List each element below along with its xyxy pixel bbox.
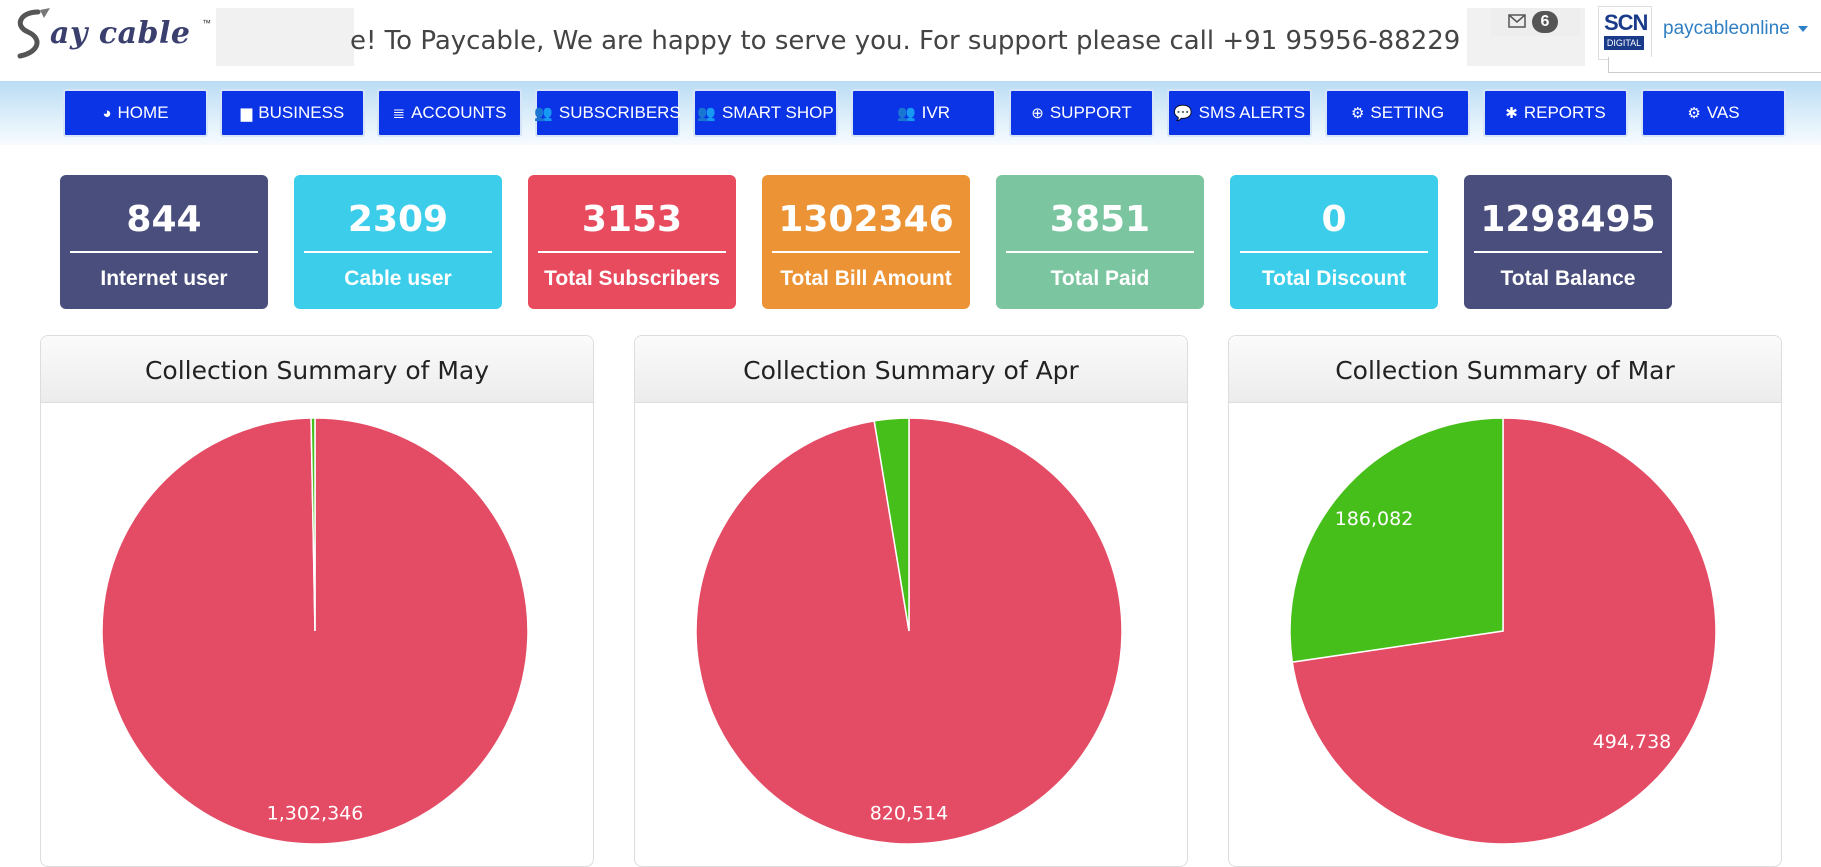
stat-label: Total Paid: [1050, 267, 1150, 290]
nav-reports[interactable]: ✱ REPORTS: [1483, 89, 1628, 137]
brand-logo-bottom: DIGITAL: [1604, 36, 1644, 50]
stat-value: 1298495: [1480, 199, 1656, 240]
pie-slice[interactable]: [873, 417, 910, 632]
nav-business[interactable]: ▆ BUSINESS: [220, 89, 365, 137]
stat-value: 844: [126, 199, 202, 240]
envelope-icon: [1508, 14, 1526, 28]
stat-divider: [1240, 251, 1428, 253]
stat-divider: [70, 251, 258, 253]
pie-slice[interactable]: [1289, 417, 1504, 663]
stat-divider: [772, 251, 960, 253]
pie-chart-may: 1,302,346: [101, 417, 529, 845]
stat-divider: [304, 251, 492, 253]
stat-internet-user[interactable]: 844 Internet user: [60, 175, 268, 309]
stat-divider: [1474, 251, 1662, 253]
stat-divider: [1006, 251, 1194, 253]
nav-vas[interactable]: ⚙ VAS: [1641, 89, 1786, 137]
collection-panel-mar: Collection Summary of Mar 494,738 186,082: [1228, 335, 1782, 867]
nav-subscribers[interactable]: 👥 SUBSCRIBERS: [534, 89, 681, 137]
caret-down-icon: [1797, 25, 1808, 32]
main-nav: ◕ HOME ▆ BUSINESS ≣ ACCOUNTS 👥 SUBSCRIBERS 👥…: [0, 81, 1821, 145]
pie-data-label: 1,302,346: [267, 803, 364, 825]
nav-label: SETTING: [1370, 103, 1445, 122]
stat-label: Total Bill Amount: [780, 267, 952, 290]
brand-logo: SCN DIGITAL: [1598, 6, 1652, 60]
user-menu[interactable]: paycableonline: [1663, 18, 1808, 40]
nav-label: HOME: [117, 103, 169, 122]
stat-label: Total Balance: [1500, 267, 1636, 290]
collection-panel-may: Collection Summary of May 1,302,346: [40, 335, 594, 867]
stat-label: Total Discount: [1261, 267, 1407, 290]
stat-value: 1302346: [778, 199, 954, 240]
nav-label: SUBSCRIBERS: [558, 103, 681, 122]
stat-value: 3851: [1049, 199, 1151, 240]
stat-label: Total Subscribers: [544, 267, 720, 290]
stat-divider: [538, 251, 726, 253]
pie-data-label: 186,082: [1335, 508, 1414, 530]
panel-title: Collection Summary of Apr: [635, 336, 1187, 403]
pie-slice[interactable]: [310, 417, 316, 632]
nav-label: SUPPORT: [1049, 103, 1132, 122]
stat-total-balance[interactable]: 1298495 Total Balance: [1464, 175, 1672, 309]
pie-data-label: 494,738: [1593, 731, 1672, 753]
message-count-badge: 6: [1532, 11, 1558, 33]
nav-home[interactable]: ◕ HOME: [63, 89, 208, 137]
nav-label: VAS: [1706, 103, 1740, 122]
logo-swirl-icon: [17, 8, 50, 59]
stat-total-discount[interactable]: 0 Total Discount: [1230, 175, 1438, 309]
top-header: ay cable ™ e! To Paycable, We are happy …: [0, 0, 1821, 81]
stat-cable-user[interactable]: 2309 Cable user: [294, 175, 502, 309]
collection-panel-apr: Collection Summary of Apr 820,514: [634, 335, 1188, 867]
pie-chart-apr: 820,514: [695, 417, 1123, 845]
brand-logo-top: SCN: [1604, 10, 1648, 35]
welcome-marquee: e! To Paycable, We are happy to serve yo…: [350, 26, 1468, 56]
gear-icon: ⚙: [1687, 105, 1701, 122]
nav-accounts[interactable]: ≣ ACCOUNTS: [377, 89, 522, 137]
users-icon: 👥: [534, 105, 553, 122]
stat-total-paid[interactable]: 3851 Total Paid: [996, 175, 1204, 309]
user-dropdown-edge: [1608, 57, 1821, 73]
nav-smart-shop[interactable]: 👥 SMART SHOP: [693, 89, 838, 137]
briefcase-icon: ▆: [240, 105, 253, 122]
nav-setting[interactable]: ⚙ SETTING: [1325, 89, 1470, 137]
logo-text: ay cable: [50, 16, 191, 51]
gear-icon: ⚙: [1350, 105, 1365, 122]
nav-support[interactable]: ⊕ SUPPORT: [1009, 89, 1154, 137]
stat-total-bill-amount[interactable]: 1302346 Total Bill Amount: [762, 175, 970, 309]
panel-title: Collection Summary of Mar: [1229, 336, 1781, 403]
nav-label: SMS ALERTS: [1198, 103, 1306, 122]
nav-label: IVR: [921, 103, 951, 122]
stat-label: Internet user: [100, 267, 228, 290]
nav-label: SMART SHOP: [721, 103, 834, 122]
paycable-logo[interactable]: ay cable ™: [6, 4, 211, 60]
logo-trademark: ™: [202, 18, 211, 28]
pie-data-label: 820,514: [870, 803, 949, 825]
username: paycableonline: [1663, 18, 1790, 39]
lifebuoy-icon: ⊕: [1031, 105, 1044, 122]
users-icon: 👥: [896, 105, 916, 122]
pie-chart-mar: 494,738 186,082: [1289, 417, 1717, 845]
stat-value: 0: [1321, 199, 1347, 240]
messages-button[interactable]: 6: [1490, 8, 1580, 36]
dashboard-icon: ◕: [102, 104, 112, 122]
stat-total-subscribers[interactable]: 3153 Total Subscribers: [528, 175, 736, 309]
database-icon: ≣: [392, 105, 406, 122]
stat-value: 3153: [581, 199, 683, 240]
bug-icon: ✱: [1505, 105, 1518, 122]
nav-label: ACCOUNTS: [411, 103, 507, 122]
users-icon: 👥: [697, 105, 716, 122]
pie-slice[interactable]: [1291, 417, 1717, 845]
nav-sms-alerts[interactable]: 💬 SMS ALERTS: [1167, 89, 1312, 137]
marquee-mask-left: [216, 8, 354, 66]
nav-label: REPORTS: [1523, 103, 1606, 122]
nav-ivr[interactable]: 👥 IVR: [851, 89, 996, 137]
stat-label: Cable user: [344, 267, 452, 290]
comments-icon: 💬: [1173, 105, 1193, 122]
nav-label: BUSINESS: [258, 103, 345, 122]
panel-title: Collection Summary of May: [41, 336, 593, 403]
stat-value: 2309: [347, 199, 449, 240]
